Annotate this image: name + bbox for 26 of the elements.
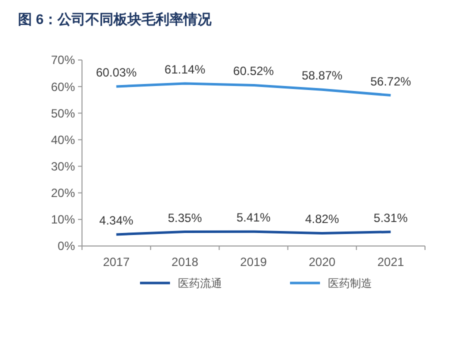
x-tick-label: 2019 xyxy=(240,255,268,269)
x-tick-label: 2020 xyxy=(308,255,336,269)
data-label: 60.52% xyxy=(233,64,274,78)
data-label: 5.35% xyxy=(168,210,202,225)
data-label: 61.14% xyxy=(164,62,206,77)
data-label: 5.41% xyxy=(236,210,271,225)
data-label: 4.34% xyxy=(99,213,134,228)
data-label: 60.03% xyxy=(96,65,137,80)
data-label: 5.31% xyxy=(374,210,408,225)
y-tick-label: 30% xyxy=(50,159,76,174)
x-tick-label: 2021 xyxy=(377,255,404,269)
y-tick-label: 0% xyxy=(58,239,76,254)
x-tick-label: 2017 xyxy=(102,255,130,269)
legend-label: 医药流通 xyxy=(178,276,222,290)
y-tick-label: 10% xyxy=(50,212,76,227)
y-tick-label: 60% xyxy=(50,80,76,94)
y-tick-label: 40% xyxy=(50,132,76,147)
data-label: 4.82% xyxy=(305,212,340,226)
data-label: 56.72% xyxy=(370,74,412,88)
legend-label: 医药制造 xyxy=(328,276,372,290)
data-label: 58.87% xyxy=(302,68,343,83)
x-tick-label: 2018 xyxy=(172,255,199,269)
y-tick-label: 20% xyxy=(50,186,76,200)
y-tick-label: 70% xyxy=(50,53,76,68)
y-tick-label: 50% xyxy=(50,106,76,120)
chart-title: 图 6：公司不同板块毛利率情况 xyxy=(18,11,213,27)
